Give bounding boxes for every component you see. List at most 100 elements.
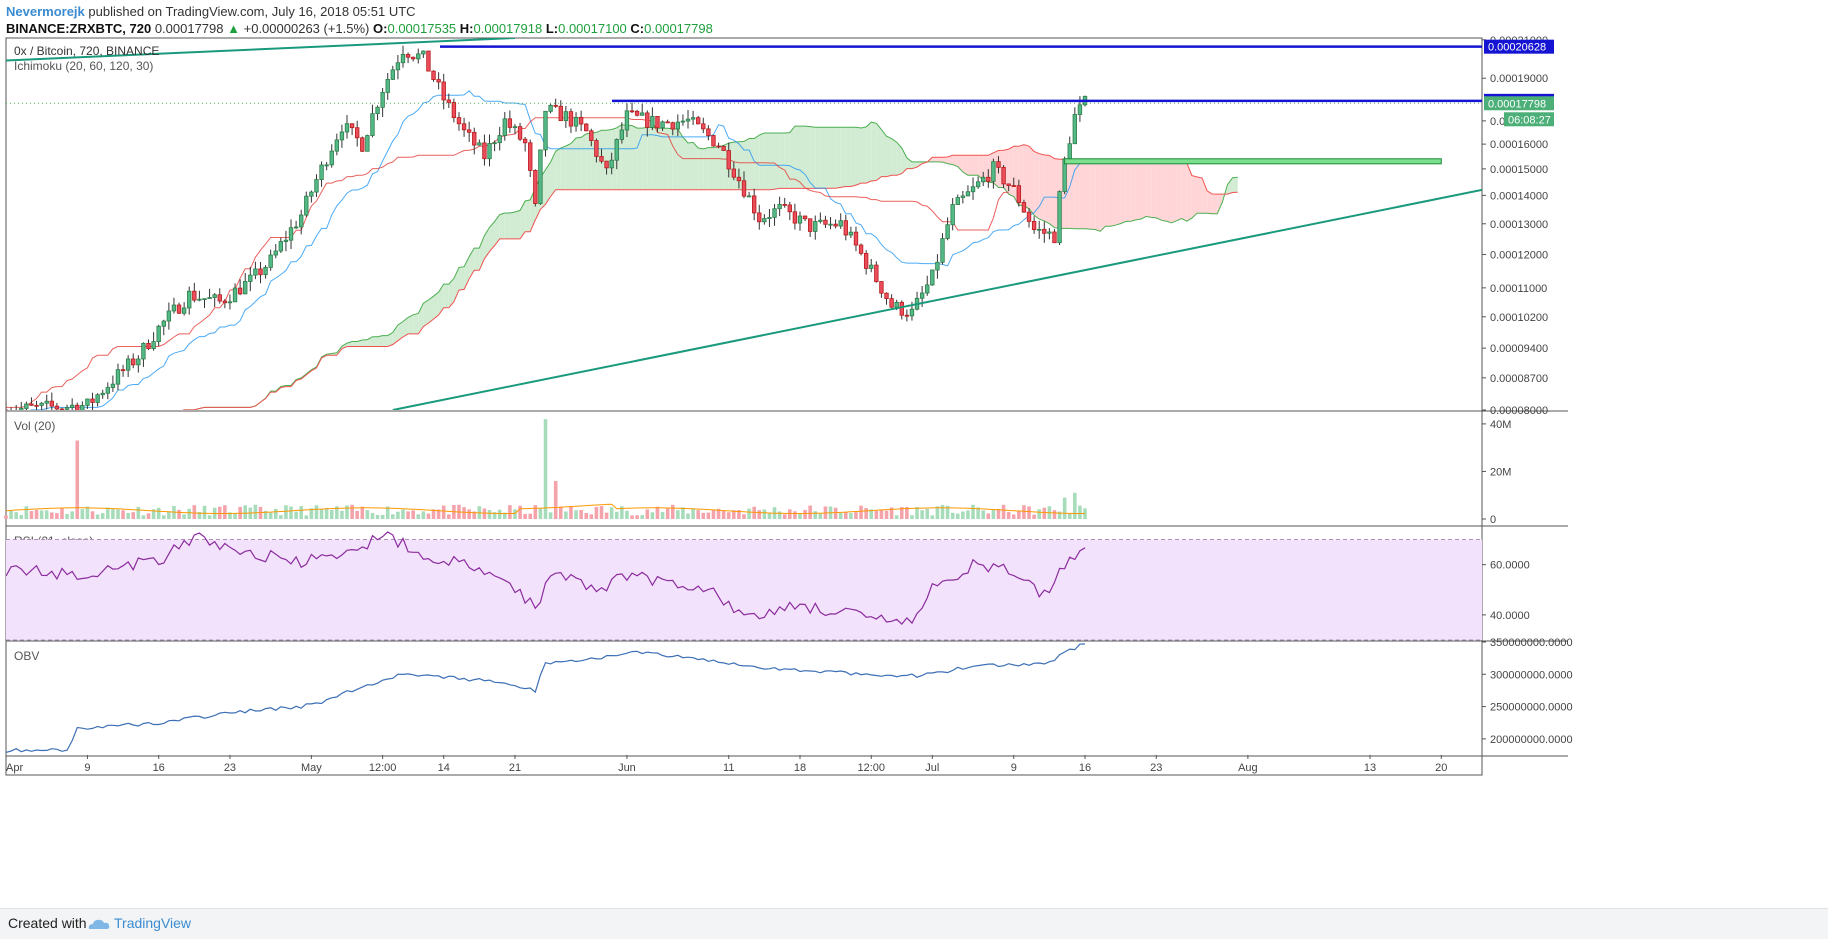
volume-bar (273, 508, 278, 519)
vol-tick-label: 20M (1490, 466, 1511, 478)
ichimoku-cloud-segment (876, 123, 882, 181)
candle (884, 292, 889, 305)
author-name[interactable]: Nevermorejk (6, 4, 85, 19)
candle (609, 152, 614, 175)
vol-label: Vol (20) (14, 419, 55, 433)
candle (492, 140, 497, 152)
volume-bar (146, 513, 151, 519)
volume-bar (55, 513, 59, 519)
volume-bar (1078, 505, 1082, 519)
candle (879, 281, 884, 298)
candle (614, 138, 619, 170)
candle (324, 162, 329, 171)
volume-bar (803, 509, 807, 519)
ichimoku-cloud-segment (560, 145, 566, 190)
candle (975, 176, 981, 189)
candle (726, 142, 731, 178)
volume-bar (391, 514, 395, 519)
candle (802, 215, 808, 221)
ichimoku-cloud-segment (799, 126, 806, 189)
ichimoku-cloud-segment (606, 129, 612, 190)
candle (782, 197, 787, 208)
volume-bar (966, 510, 970, 519)
volume-bar (726, 512, 731, 519)
candle (395, 55, 401, 80)
tradingview-logo[interactable]: TradingView (86, 915, 191, 931)
ichimoku-cloud-segment (418, 303, 424, 334)
ichimoku-cloud-segment (1069, 159, 1075, 229)
candle (823, 215, 828, 229)
volume-bar (396, 511, 400, 519)
volume-bar (706, 512, 711, 519)
volume-bar (1037, 509, 1041, 519)
candle (935, 254, 940, 279)
volume-bar (721, 510, 726, 519)
volume-bar (793, 511, 797, 519)
price-tick-label: 0.00011000 (1490, 283, 1547, 295)
volume-bar (945, 505, 950, 519)
candle (1031, 216, 1037, 234)
candle (640, 103, 645, 116)
candle (263, 265, 268, 279)
open-label: O: (373, 21, 388, 36)
ichimoku-cloud-segment (1217, 194, 1223, 214)
candle (248, 266, 253, 292)
candle (100, 389, 105, 399)
candle (293, 220, 299, 229)
candle (670, 121, 675, 136)
vol-tick-label: 40M (1490, 419, 1511, 431)
candle (461, 117, 467, 137)
ichimoku-cloud-segment (825, 127, 831, 189)
volume-bar (894, 515, 899, 519)
candle (1042, 221, 1047, 243)
volume-bar (859, 505, 863, 519)
volume-bar (930, 515, 935, 519)
candle (863, 250, 869, 275)
created-with-text: Created with (8, 915, 87, 931)
volume-bar (660, 512, 665, 519)
ichimoku-cloud-segment (769, 132, 775, 190)
candle (416, 48, 421, 64)
volume-bar (915, 507, 919, 519)
ichimoku-cloud-segment (362, 339, 368, 347)
volume-bar (4, 515, 8, 519)
ichimoku-cloud-segment (489, 221, 495, 252)
ichimoku-cloud-segment (1140, 159, 1147, 220)
candle (49, 392, 54, 410)
ichimoku-cloud-segment (794, 126, 800, 189)
volume-bar (553, 480, 558, 519)
ichimoku-cloud-segment (581, 133, 587, 190)
candle (273, 244, 278, 259)
price-tick-label: 0.00008700 (1490, 373, 1548, 385)
time-tick-label: 18 (794, 762, 806, 774)
ichimoku-cloud-segment (1202, 178, 1208, 214)
time-tick-label: Jul (925, 762, 939, 774)
time-tick-label: 13 (1364, 762, 1376, 774)
volume-bar (813, 511, 818, 519)
ichimoku-cloud-segment (1100, 159, 1106, 232)
candle (741, 171, 747, 199)
candle (584, 123, 589, 132)
volume-bar (299, 506, 303, 519)
volume-bar (319, 509, 324, 519)
price-change: +0.00000263 (+1.5%) (243, 21, 370, 36)
volume-bar (284, 505, 288, 519)
ichimoku-cloud-segment (744, 138, 750, 190)
candle (54, 402, 60, 410)
ichimoku-cloud-segment (672, 128, 678, 190)
volume-bar (243, 505, 247, 519)
volume-bar (747, 508, 751, 519)
ichimoku-cloud-segment (1151, 159, 1157, 218)
candle (222, 299, 228, 309)
candle (624, 103, 630, 138)
volume-bar (370, 513, 375, 519)
candle (349, 123, 355, 136)
candle (283, 230, 289, 252)
ichimoku-span-b (182, 144, 1238, 410)
volume-bar (9, 510, 13, 519)
volume-bar (289, 506, 293, 519)
ichimoku-cloud-segment (387, 332, 393, 347)
candle (288, 219, 294, 250)
symbol-label: BINANCE:ZRXBTC, 720 (6, 21, 152, 36)
